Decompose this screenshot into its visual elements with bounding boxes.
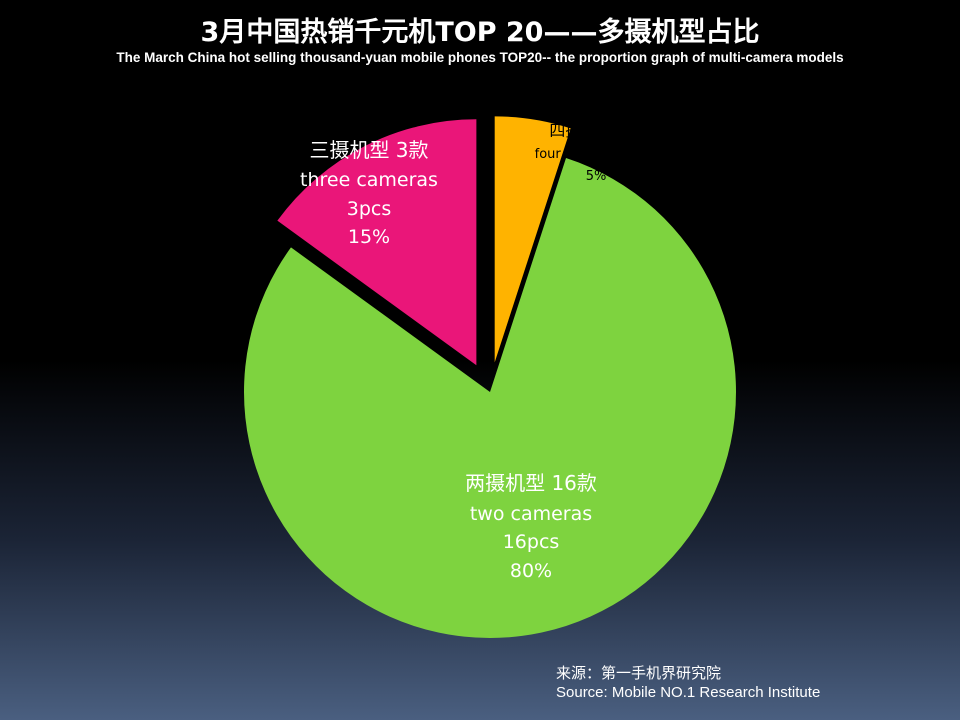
source-line-en: Source: Mobile NO.1 Research Institute <box>556 684 821 701</box>
slice-label-two-cameras-cn: 两摄机型 16款 <box>465 471 597 495</box>
slice-label-three-cameras: 三摄机型 3款 three cameras 3pcs 15% <box>300 138 438 248</box>
chart-title: 3月中国热销千元机TOP 20——多摄机型占比 <box>200 17 760 48</box>
slice-label-two-cameras: 两摄机型 16款 two cameras 16pcs 80% <box>465 471 597 582</box>
pie-slices <box>243 116 737 638</box>
pie-slice-four-cameras <box>494 116 571 363</box>
pie-slice-two-cameras <box>243 158 737 638</box>
slice-label-three-cameras-en: three cameras <box>300 169 438 191</box>
slice-label-four-cameras: 四摄机型 1款 four cameras 2pcs 5% <box>535 121 656 184</box>
slice-label-three-cameras-percent: 15% <box>348 226 390 248</box>
slice-label-two-cameras-en: two cameras <box>470 503 592 525</box>
slice-label-four-cameras-en: four cameras 2pcs <box>535 147 656 162</box>
source-line-cn: 来源：第一手机界研究院 <box>556 665 722 682</box>
source-note: 来源：第一手机界研究院 Source: Mobile NO.1 Research… <box>556 664 820 702</box>
slice-label-two-cameras-count: 16pcs <box>503 531 560 553</box>
chart-subtitle: The March China hot selling thousand-yua… <box>116 50 844 65</box>
slice-label-three-cameras-cn: 三摄机型 3款 <box>309 138 428 162</box>
slice-label-four-cameras-cn: 四摄机型 1款 <box>549 121 644 140</box>
pie-slice-three-cameras <box>277 119 477 366</box>
slice-label-four-cameras-percent: 5% <box>586 169 607 184</box>
slice-label-three-cameras-count: 3pcs <box>347 198 392 220</box>
slice-label-two-cameras-percent: 80% <box>510 560 552 582</box>
